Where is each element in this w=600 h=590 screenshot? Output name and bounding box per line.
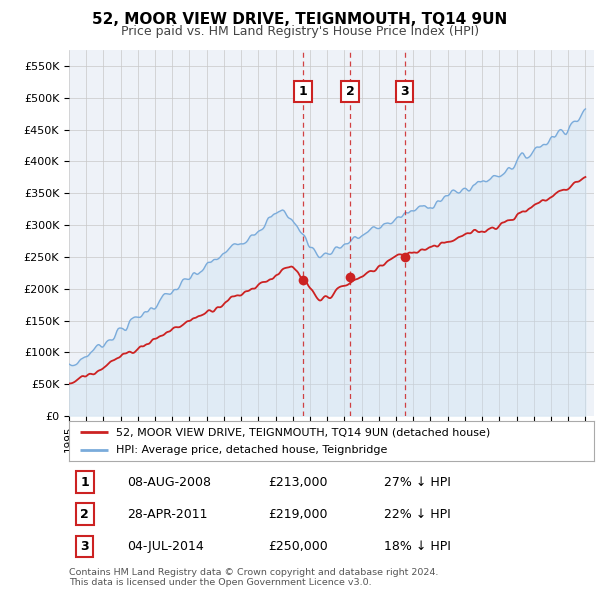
Text: £219,000: £219,000 [269, 508, 328, 521]
Text: 2: 2 [346, 85, 355, 98]
Text: 1: 1 [299, 85, 307, 98]
Text: Price paid vs. HM Land Registry's House Price Index (HPI): Price paid vs. HM Land Registry's House … [121, 25, 479, 38]
Text: 52, MOOR VIEW DRIVE, TEIGNMOUTH, TQ14 9UN: 52, MOOR VIEW DRIVE, TEIGNMOUTH, TQ14 9U… [92, 12, 508, 27]
Text: 27% ↓ HPI: 27% ↓ HPI [384, 476, 451, 489]
Text: £250,000: £250,000 [269, 540, 328, 553]
Text: 2: 2 [80, 508, 89, 521]
Text: 1: 1 [80, 476, 89, 489]
Text: 04-JUL-2014: 04-JUL-2014 [127, 540, 203, 553]
Text: 22% ↓ HPI: 22% ↓ HPI [384, 508, 451, 521]
Text: 3: 3 [80, 540, 89, 553]
Text: 18% ↓ HPI: 18% ↓ HPI [384, 540, 451, 553]
Text: Contains HM Land Registry data © Crown copyright and database right 2024.
This d: Contains HM Land Registry data © Crown c… [69, 568, 439, 587]
Text: 3: 3 [400, 85, 409, 98]
Text: 52, MOOR VIEW DRIVE, TEIGNMOUTH, TQ14 9UN (detached house): 52, MOOR VIEW DRIVE, TEIGNMOUTH, TQ14 9U… [116, 428, 491, 438]
Text: 08-AUG-2008: 08-AUG-2008 [127, 476, 211, 489]
Text: 28-APR-2011: 28-APR-2011 [127, 508, 207, 521]
Text: £213,000: £213,000 [269, 476, 328, 489]
Text: HPI: Average price, detached house, Teignbridge: HPI: Average price, detached house, Teig… [116, 445, 388, 455]
